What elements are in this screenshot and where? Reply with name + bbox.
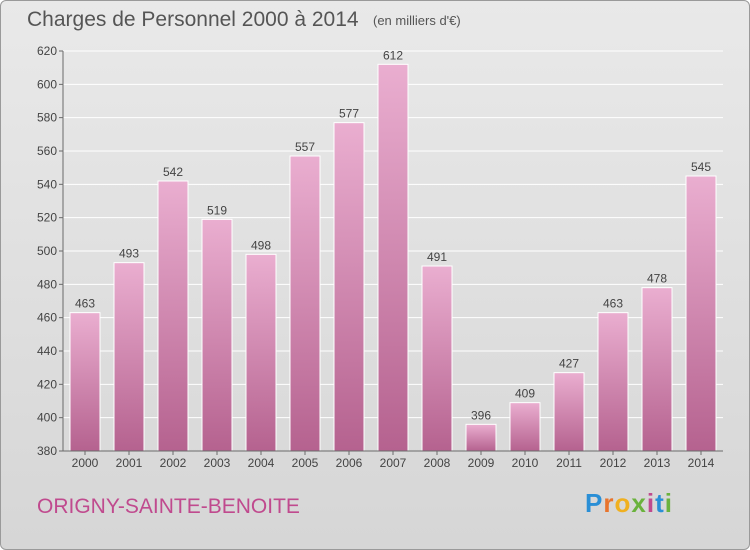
y-tick-label: 400	[37, 411, 57, 425]
value-label-2010: 409	[515, 387, 535, 401]
y-tick-label: 600	[37, 77, 57, 91]
chart-subtitle: (en milliers d'€)	[373, 13, 461, 28]
value-label-2008: 491	[427, 250, 447, 264]
value-label-2004: 498	[251, 238, 271, 252]
bar-2012	[597, 312, 629, 452]
value-label-2003: 519	[207, 203, 227, 217]
place-name: ORIGNY-SAINTE-BENOITE	[37, 495, 300, 518]
bar-2005	[289, 155, 321, 452]
value-label-2009: 396	[471, 408, 491, 422]
y-tick-label: 380	[37, 444, 57, 458]
bar-2003	[201, 218, 233, 452]
value-label-2011: 427	[559, 357, 579, 371]
y-tick-label: 560	[37, 144, 57, 158]
x-tick-label-2007: 2007	[380, 456, 407, 470]
x-tick-label-2011: 2011	[556, 456, 582, 470]
value-label-2006: 577	[339, 107, 359, 121]
bar-2013	[641, 287, 673, 452]
bar-2000	[69, 312, 101, 452]
x-tick-label-2004: 2004	[248, 456, 275, 470]
axes	[59, 50, 723, 455]
value-label-2013: 478	[647, 272, 667, 286]
bar-2008	[421, 265, 453, 452]
logo-letter: i	[664, 488, 673, 518]
bar-2006	[333, 122, 365, 452]
x-tick-label-2012: 2012	[600, 456, 627, 470]
bar-2014	[685, 175, 717, 452]
logo-letter: i	[646, 488, 656, 518]
y-tick-label: 500	[37, 244, 57, 258]
y-tick-label: 460	[37, 311, 57, 325]
x-tick-label-2003: 2003	[204, 456, 231, 470]
value-label-2007: 612	[383, 48, 403, 62]
logo-letter: x	[631, 488, 647, 518]
y-tick-label: 540	[37, 177, 57, 191]
value-label-2001: 493	[119, 247, 139, 261]
bar-2010	[509, 402, 541, 452]
value-label-2014: 545	[691, 160, 711, 174]
y-tick-label: 620	[37, 44, 57, 58]
x-tick-label-2000: 2000	[72, 456, 99, 470]
x-tick-label-2014: 2014	[688, 456, 715, 470]
x-tick-label-2009: 2009	[468, 456, 495, 470]
y-tick-label: 520	[37, 211, 57, 225]
value-label-2005: 557	[295, 140, 315, 154]
bar-2011	[553, 372, 585, 452]
value-label-2002: 542	[163, 165, 183, 179]
logo-letter: P	[585, 488, 604, 518]
y-tick-label: 480	[37, 277, 57, 291]
bar-2002	[157, 180, 189, 452]
bars	[69, 63, 717, 452]
logo-letter: r	[603, 488, 615, 518]
x-tick-label-2001: 2001	[116, 456, 143, 470]
x-tick-label-2013: 2013	[644, 456, 671, 470]
bar-2004	[245, 253, 277, 452]
value-label-2012: 463	[603, 297, 623, 311]
labels: 380 400 420 440 460 480 500 520 540 560 580 600 620 4…	[37, 44, 715, 470]
x-tick-label-2006: 2006	[336, 456, 363, 470]
value-label-2000: 463	[75, 297, 95, 311]
x-tick-label-2005: 2005	[292, 456, 319, 470]
x-tick-label-2008: 2008	[424, 456, 451, 470]
bar-2001	[113, 262, 145, 452]
x-tick-label-2010: 2010	[512, 456, 539, 470]
proxiti-logo: Proxiti	[585, 488, 673, 519]
chart-title: Charges de Personnel 2000 à 2014	[27, 8, 359, 31]
bar-2007	[377, 63, 409, 452]
x-tick-label-2002: 2002	[160, 456, 187, 470]
y-tick-label: 580	[37, 111, 57, 125]
logo-letter: o	[614, 488, 632, 518]
bar-2009	[465, 423, 497, 452]
logo-letter: t	[655, 488, 665, 518]
y-tick-label: 440	[37, 344, 57, 358]
y-tick-label: 420	[37, 377, 57, 391]
